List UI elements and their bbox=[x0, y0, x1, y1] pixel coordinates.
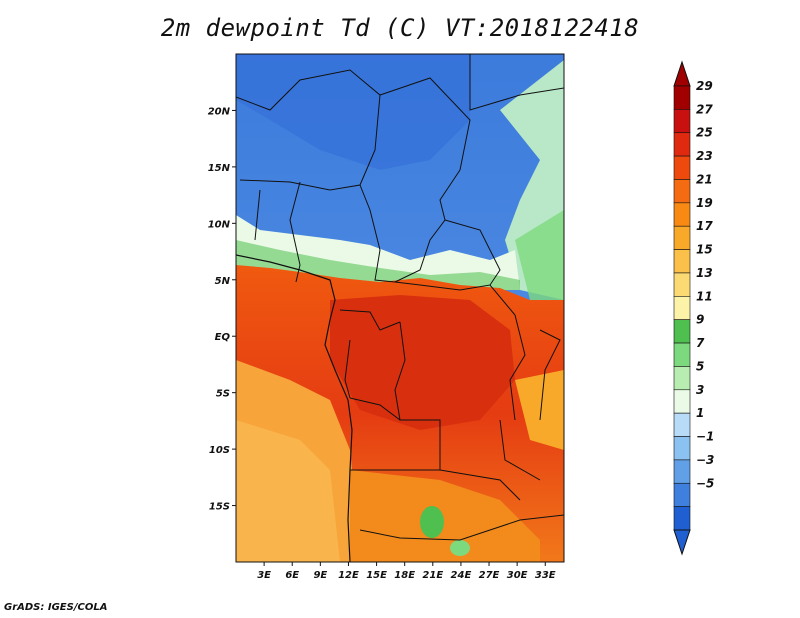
colorbar-label: 1 bbox=[696, 406, 704, 420]
dewpoint-map bbox=[236, 54, 564, 562]
colorbar-swatch bbox=[673, 155, 691, 180]
x-tick-label: 15E bbox=[366, 570, 387, 581]
colorbar-swatch bbox=[673, 459, 691, 484]
colorbar-label: 19 bbox=[696, 196, 713, 210]
colorbar-bottom-arrow bbox=[673, 529, 691, 556]
y-tick-label: 5S bbox=[216, 389, 230, 400]
region-congo-core bbox=[330, 295, 515, 430]
region-atlantic-pale bbox=[236, 420, 340, 562]
y-tick-label: 10S bbox=[209, 445, 230, 456]
map-frame bbox=[235, 53, 565, 563]
colorbar-label: 25 bbox=[696, 126, 713, 140]
colorbar-label: −3 bbox=[696, 453, 714, 467]
region-south-green-b bbox=[450, 540, 470, 556]
y-tick-label: 20N bbox=[208, 106, 231, 117]
y-axis: 20N 15N 10N 5N EQ 5S 10S 15S bbox=[208, 106, 236, 513]
colorbar-swatch bbox=[673, 272, 691, 297]
colorbar-swatch bbox=[673, 296, 691, 320]
colorbar-label: 3 bbox=[696, 383, 704, 397]
colorbar-label: 27 bbox=[696, 102, 713, 116]
colorbar-swatch bbox=[673, 202, 691, 227]
x-tick-label: 3E bbox=[257, 570, 271, 581]
x-tick-label: 9E bbox=[313, 570, 327, 581]
colorbar-label: 29 bbox=[696, 79, 713, 93]
y-tick-label: 5N bbox=[215, 276, 231, 287]
region-east-africa bbox=[515, 370, 564, 450]
x-tick-label: 18E bbox=[394, 570, 415, 581]
colorbar-label: −1 bbox=[696, 430, 714, 444]
colorbar-label: 5 bbox=[696, 359, 704, 373]
colorbar-label: 11 bbox=[696, 289, 713, 303]
y-tick-label: 15S bbox=[209, 502, 230, 513]
colorbar-swatch bbox=[673, 109, 691, 134]
colorbar-swatch bbox=[673, 412, 691, 437]
coastline bbox=[236, 254, 353, 562]
region-south-green-a bbox=[420, 506, 444, 538]
colorbar-label: 23 bbox=[696, 149, 713, 163]
x-tick-label: 24E bbox=[451, 570, 472, 581]
chart-title: 2m dewpoint Td (C) VT:2018122418 bbox=[160, 14, 640, 42]
colorbar-swatch bbox=[673, 389, 691, 414]
region-angola bbox=[350, 470, 540, 562]
footer-credit: GrADS: IGES/COLA bbox=[4, 602, 108, 613]
y-tick-label: 15N bbox=[208, 163, 231, 174]
colorbar-label: 9 bbox=[696, 313, 704, 327]
colorbar-swatch bbox=[673, 436, 691, 461]
region-dry-core bbox=[236, 54, 470, 170]
colorbar-swatch bbox=[673, 319, 691, 344]
colorbar-label: 13 bbox=[696, 266, 713, 280]
colorbar-swatch bbox=[673, 85, 691, 110]
colorbar-swatch bbox=[673, 342, 691, 367]
x-axis: 3E 6E 9E 12E 15E 18E 21E 24E 27E 30E 33E bbox=[257, 562, 556, 581]
x-tick-label: 6E bbox=[285, 570, 299, 581]
colorbar-swatch bbox=[673, 366, 691, 391]
colorbar-label: 21 bbox=[696, 172, 713, 186]
colorbar-top-arrow bbox=[673, 60, 691, 87]
colorbar-label: −5 bbox=[696, 476, 714, 490]
colorbar-label: 7 bbox=[696, 336, 705, 350]
y-tick-label: 10N bbox=[208, 219, 231, 230]
country-boundaries bbox=[236, 54, 564, 541]
colorbar-swatch bbox=[673, 179, 691, 204]
y-tick-label: EQ bbox=[215, 332, 231, 343]
colorbar-swatch bbox=[673, 249, 691, 274]
colorbar: 29 27 25 23 21 19 17 15 13 11 9 7 5 3 1 −1 −3 −5 bbox=[673, 60, 714, 556]
colorbar-swatch bbox=[673, 225, 691, 250]
colorbar-swatch bbox=[673, 132, 691, 157]
x-tick-label: 12E bbox=[338, 570, 359, 581]
colorbar-label: 17 bbox=[696, 219, 713, 233]
x-tick-label: 27E bbox=[479, 570, 500, 581]
colorbar-swatch bbox=[673, 506, 691, 531]
x-tick-label: 33E bbox=[535, 570, 556, 581]
colorbar-swatch bbox=[673, 482, 691, 507]
region-east-green bbox=[515, 210, 564, 300]
x-tick-label: 21E bbox=[422, 570, 443, 581]
colorbar-label: 15 bbox=[696, 243, 713, 257]
x-tick-label: 30E bbox=[507, 570, 528, 581]
